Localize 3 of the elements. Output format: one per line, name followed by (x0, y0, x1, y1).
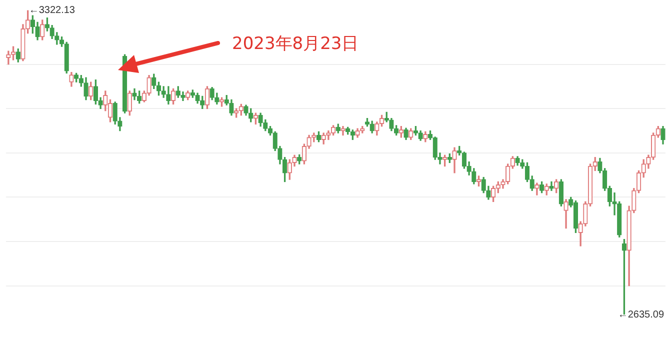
annotation: 2023年8月23日 (232, 33, 359, 55)
annotation: ←2635.09 (618, 309, 664, 320)
annotation: ←3322.13 (28, 4, 76, 16)
